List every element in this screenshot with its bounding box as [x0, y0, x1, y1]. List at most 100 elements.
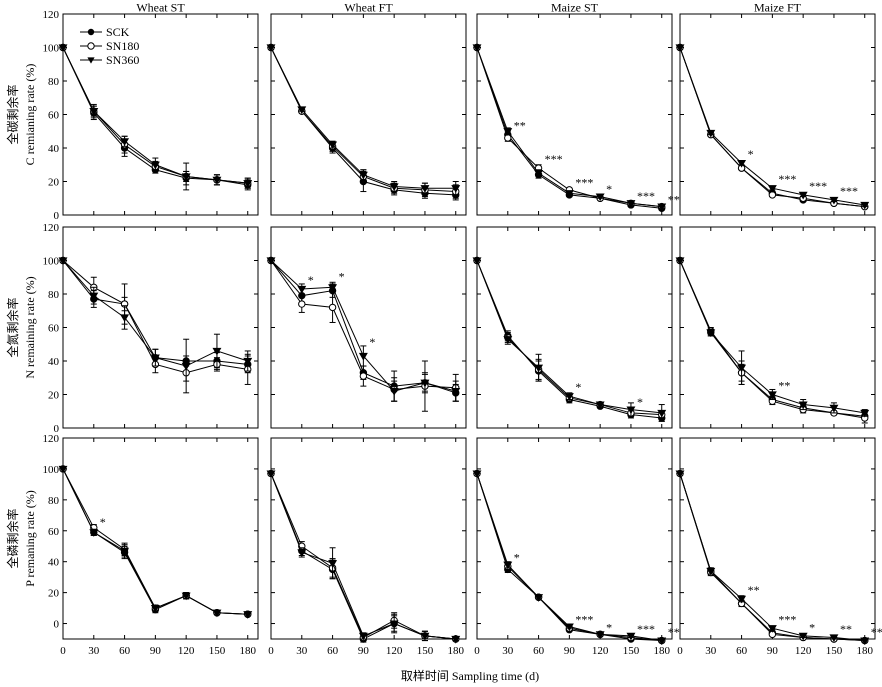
significance-label: * — [606, 182, 612, 196]
panel-frame — [62, 226, 259, 429]
series-SN360 — [472, 257, 667, 422]
significance-label: *** — [840, 184, 858, 198]
point-marker — [297, 285, 307, 294]
significance-label: *** — [545, 152, 563, 166]
significance-label: * — [637, 395, 643, 409]
point-marker — [767, 185, 777, 193]
panel-0-1: Wheat FT — [266, 1, 467, 216]
point-marker — [472, 257, 482, 266]
x-tick-label: 180 — [239, 645, 256, 657]
point-marker — [58, 257, 68, 266]
legend-marker — [87, 42, 95, 50]
x-tick-label: 30 — [502, 645, 514, 657]
y-tick-label: 80 — [48, 495, 60, 507]
series-line — [679, 473, 865, 642]
point-marker — [472, 44, 482, 53]
significance-label: ** — [514, 119, 526, 133]
point-marker — [212, 609, 222, 618]
point-marker — [212, 176, 222, 185]
x-tick-label: 90 — [358, 645, 370, 657]
x-tick-label: 180 — [447, 645, 464, 657]
legend-label: SN180 — [106, 39, 139, 53]
panel-0-2: Maize ST******** * *** ** — [472, 1, 680, 216]
row-label-en: N remaining rate (%) — [23, 276, 37, 378]
series-SN360 — [58, 257, 253, 394]
significance-label: * — [339, 270, 345, 284]
y-tick-label: 100 — [43, 43, 60, 55]
point-marker — [626, 632, 636, 641]
point-marker — [534, 594, 544, 602]
series-line — [679, 473, 865, 642]
series-SCK — [59, 465, 252, 618]
point-marker — [358, 632, 368, 641]
point-marker — [657, 203, 667, 212]
series-SN360 — [675, 44, 870, 210]
point-marker — [767, 391, 777, 400]
point-marker — [389, 183, 399, 192]
point-marker — [298, 300, 306, 308]
x-tick-label: 150 — [623, 645, 640, 657]
point-marker — [534, 364, 544, 373]
panel-title: Maize FT — [754, 1, 802, 15]
significance-label: * — [100, 515, 106, 529]
legend-marker — [87, 28, 95, 36]
panel-1-1: * * * — [266, 226, 467, 429]
point-marker — [359, 372, 368, 380]
significance-label: *** — [778, 613, 796, 627]
x-tick-label: 150 — [209, 645, 226, 657]
point-marker — [181, 173, 191, 182]
y-tick-label: 20 — [48, 177, 60, 189]
significance-label: *** — [778, 172, 796, 186]
series-SN360 — [472, 470, 667, 646]
x-tick-label: 30 — [88, 645, 100, 657]
point-marker — [120, 547, 130, 556]
panel-title: Wheat FT — [344, 1, 393, 15]
point-marker — [451, 635, 461, 644]
point-marker — [472, 470, 482, 479]
panel-title: Wheat ST — [136, 1, 185, 15]
x-tick-label: 120 — [795, 645, 812, 657]
point-marker — [706, 329, 716, 338]
panel-2-2: 0 30 60 90 120 150 180***** *** ** — [472, 437, 680, 657]
point-marker — [89, 529, 99, 537]
point-marker — [89, 292, 99, 301]
point-marker — [737, 595, 747, 604]
point-marker — [675, 44, 685, 53]
point-marker — [595, 401, 605, 410]
series-SCK — [267, 469, 460, 643]
point-marker — [860, 201, 870, 210]
point-marker — [420, 632, 430, 641]
y-tick-label: 0 — [54, 619, 60, 631]
series-line — [476, 473, 662, 642]
panel-2-0: 0 20 40 60 80 100 120 0 30 60 90 120 150 180 * — [43, 433, 259, 657]
panel-title: Maize ST — [551, 1, 599, 15]
point-marker — [328, 141, 338, 150]
y-tick-label: 100 — [43, 464, 60, 476]
significance-label: * — [369, 335, 375, 349]
point-marker — [626, 406, 636, 415]
x-tick-label: 60 — [736, 645, 748, 657]
point-marker — [706, 567, 716, 576]
point-marker — [860, 637, 870, 646]
point-marker — [626, 200, 636, 208]
point-marker — [706, 129, 716, 138]
point-marker — [328, 284, 338, 292]
panel-frame — [476, 437, 673, 640]
series-SN360 — [675, 470, 870, 646]
x-tick-label: 60 — [327, 645, 339, 657]
series-SN360 — [675, 257, 870, 418]
y-tick-label: 120 — [43, 433, 60, 445]
x-tick-label: 60 — [533, 645, 545, 657]
x-tick-label: 0 — [677, 645, 683, 657]
significance-label: * — [308, 273, 314, 287]
panel-1-3: ** — [675, 226, 876, 429]
x-tick-label: 90 — [564, 645, 576, 657]
significance-label: ** — [778, 378, 790, 392]
x-tick-label: 90 — [767, 645, 779, 657]
series-SN360 — [266, 44, 461, 196]
series-SN360 — [266, 257, 461, 402]
row-label-en: P remaning rate (%) — [23, 490, 37, 587]
significance-label: *** — [637, 189, 655, 203]
x-tick-label: 30 — [296, 645, 308, 657]
